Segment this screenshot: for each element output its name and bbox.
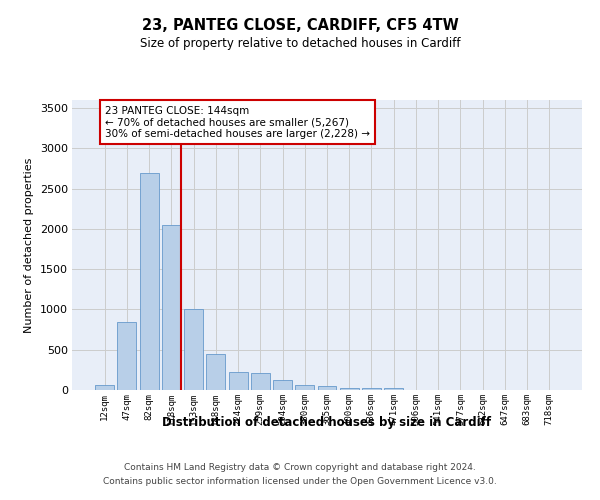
Bar: [362, 388, 381, 390]
Bar: [140, 172, 158, 390]
Bar: [317, 386, 337, 390]
Bar: [118, 322, 136, 390]
Text: Size of property relative to detached houses in Cardiff: Size of property relative to detached ho…: [140, 38, 460, 51]
Bar: [251, 372, 270, 390]
Y-axis label: Number of detached properties: Number of detached properties: [24, 158, 34, 332]
Bar: [162, 225, 181, 390]
Text: Contains HM Land Registry data © Crown copyright and database right 2024.: Contains HM Land Registry data © Crown c…: [124, 464, 476, 472]
Bar: [295, 385, 314, 390]
Text: 23 PANTEG CLOSE: 144sqm
← 70% of detached houses are smaller (5,267)
30% of semi: 23 PANTEG CLOSE: 144sqm ← 70% of detache…: [105, 106, 370, 139]
Bar: [206, 354, 225, 390]
Text: 23, PANTEG CLOSE, CARDIFF, CF5 4TW: 23, PANTEG CLOSE, CARDIFF, CF5 4TW: [142, 18, 458, 32]
Bar: [184, 310, 203, 390]
Text: Distribution of detached houses by size in Cardiff: Distribution of detached houses by size …: [163, 416, 491, 429]
Bar: [273, 380, 292, 390]
Bar: [95, 385, 114, 390]
Bar: [340, 388, 359, 390]
Bar: [384, 388, 403, 390]
Text: Contains public sector information licensed under the Open Government Licence v3: Contains public sector information licen…: [103, 477, 497, 486]
Bar: [229, 372, 248, 390]
